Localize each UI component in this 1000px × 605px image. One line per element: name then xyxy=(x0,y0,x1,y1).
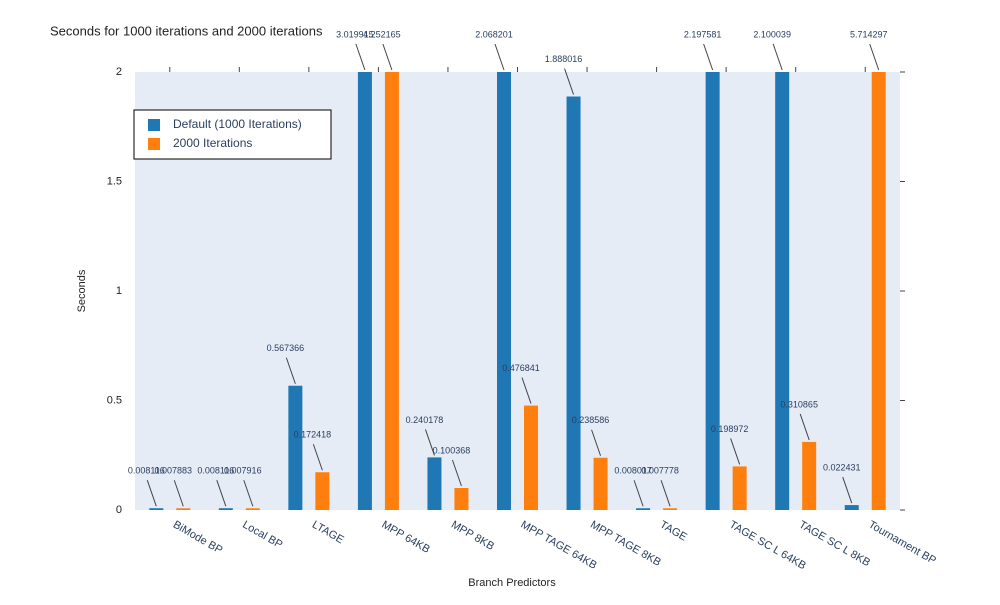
annotation: 2.068201 xyxy=(475,29,513,39)
y-axis-label: Seconds xyxy=(76,269,88,312)
annotation-arrow xyxy=(703,43,714,71)
bar xyxy=(454,488,469,510)
annotation-arrow xyxy=(799,413,810,441)
annotation-arrow xyxy=(451,459,462,487)
annotation-arrow xyxy=(591,429,602,456)
annotation-arrow xyxy=(660,480,671,507)
annotation-arrow xyxy=(382,43,393,71)
bar xyxy=(593,457,608,510)
annotation: 2.197581 xyxy=(684,29,722,39)
legend-swatch xyxy=(148,138,160,150)
annotation-arrow xyxy=(243,480,254,507)
bar xyxy=(705,72,720,510)
annotation-arrow xyxy=(869,43,880,71)
annotation: 0.476841 xyxy=(502,363,540,373)
annotation-arrow xyxy=(842,476,853,504)
annotation: 5.714297 xyxy=(850,29,888,39)
annotation-arrow xyxy=(730,438,741,465)
annotation-arrow xyxy=(355,43,366,71)
legend-box xyxy=(133,109,332,160)
bar xyxy=(636,508,651,510)
bars xyxy=(149,72,886,510)
bar xyxy=(357,72,372,510)
annotation-arrow xyxy=(494,43,505,71)
annotation: 0.022431 xyxy=(823,462,861,472)
annotation-arrow xyxy=(216,480,227,507)
bar xyxy=(802,441,817,510)
annotation-arrow xyxy=(173,480,184,507)
annotation: 0.008017 xyxy=(614,466,652,476)
annotation-arrow xyxy=(521,377,532,404)
legend-label: Default (1000 Iterations) xyxy=(173,117,302,131)
bar xyxy=(176,508,191,510)
annotation: 0.310865 xyxy=(780,399,818,409)
bar xyxy=(844,505,859,510)
annotation: 0.007883 xyxy=(154,466,192,476)
bar xyxy=(871,72,886,510)
annotation: 0.100368 xyxy=(433,445,471,455)
bar xyxy=(245,508,260,510)
bar xyxy=(497,72,511,510)
bar xyxy=(775,72,790,510)
bar xyxy=(149,508,164,510)
annotation-arrow xyxy=(772,43,783,71)
annotation-arrow xyxy=(424,429,435,456)
annotation: 0.567366 xyxy=(267,343,305,353)
annotation: 0.172418 xyxy=(294,430,332,440)
y-tick-label: 1.5 xyxy=(107,175,122,187)
bar xyxy=(384,72,399,510)
annotation: 3.019915 xyxy=(336,29,374,39)
annotation: 0.008116 xyxy=(128,466,165,476)
y-tick-label: 1 xyxy=(116,285,122,297)
annotation: 0.238586 xyxy=(572,415,610,425)
x-axis-label: Branch Predictors xyxy=(468,577,556,589)
annotation: 4.252165 xyxy=(363,29,401,39)
y-tick-label: 0.5 xyxy=(107,394,122,406)
annotation-arrow xyxy=(146,480,157,507)
annotation: 2.100039 xyxy=(753,29,791,39)
chart-title: Seconds for 1000 iterations and 2000 ite… xyxy=(50,23,323,38)
bar xyxy=(427,457,442,510)
annotation: 0.007778 xyxy=(641,466,679,476)
annotation-arrow xyxy=(564,68,575,95)
bar xyxy=(663,508,678,510)
annotation: 1.888016 xyxy=(545,54,583,64)
annotation: 0.007916 xyxy=(224,466,262,476)
annotation: 0.198972 xyxy=(711,424,749,434)
bar xyxy=(566,96,581,510)
annotation-arrow xyxy=(633,480,644,507)
legend-swatch xyxy=(148,119,160,131)
annotation: 0.240178 xyxy=(406,415,444,425)
legend-label: 2000 Iterations xyxy=(173,136,252,150)
annotation-arrow xyxy=(285,357,296,384)
bar xyxy=(315,472,330,510)
annotation-arrow xyxy=(312,444,323,471)
annotation: 0.008116 xyxy=(197,466,234,476)
bar xyxy=(288,385,303,510)
y-tick-label: 2 xyxy=(116,66,122,78)
y-tick-label: 0 xyxy=(116,504,122,516)
bar xyxy=(218,508,233,510)
bar xyxy=(524,405,538,510)
bar xyxy=(732,466,747,510)
